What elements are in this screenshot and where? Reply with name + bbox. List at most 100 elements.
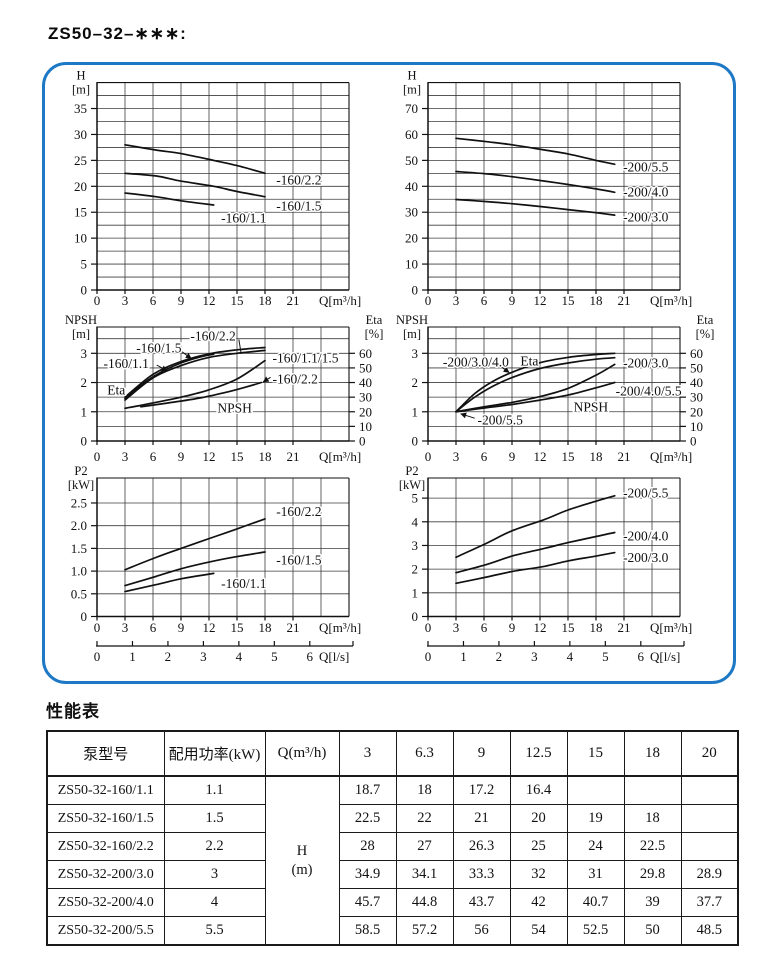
- svg-text:12: 12: [534, 293, 547, 308]
- svg-text:[kW]: [kW]: [399, 478, 425, 492]
- svg-text:2: 2: [496, 649, 503, 664]
- head-value-cell: 37.7: [680, 888, 739, 917]
- svg-text:5: 5: [81, 257, 88, 272]
- svg-text:21: 21: [287, 620, 300, 635]
- svg-text:9: 9: [178, 620, 185, 635]
- svg-text:1: 1: [412, 404, 419, 419]
- performance-table: 泵型号 配用功率(kW) Q(m³/h) 3 6.3 9 12.5 15 18 20 ZS50-32…: [46, 730, 739, 946]
- svg-text:30: 30: [74, 127, 87, 142]
- head-value-cell: 18: [623, 804, 682, 833]
- curve -200/4.0: [455, 170, 616, 194]
- curve -160/2.2: [124, 143, 266, 175]
- svg-text:Eta: Eta: [520, 353, 538, 368]
- curve -160/1.5: [124, 551, 266, 587]
- head-value-cell: 22.5: [338, 804, 397, 833]
- table-header-row: 泵型号 配用功率(kW) Q(m³/h) 3 6.3 9 12.5 15 18 20: [46, 730, 739, 777]
- svg-text:2.0: 2.0: [71, 518, 87, 533]
- svg-text:9: 9: [509, 293, 516, 308]
- head-value-cell: [680, 775, 739, 805]
- curve eta -160/2.2: [124, 349, 266, 401]
- svg-text:-160/1.1/1.5: -160/1.1/1.5: [272, 350, 338, 365]
- svg-text:40: 40: [405, 179, 418, 194]
- head-value-cell: 18.7: [338, 775, 397, 805]
- svg-text:6: 6: [307, 649, 314, 664]
- svg-text:0: 0: [81, 434, 88, 449]
- column-header: 20: [680, 730, 739, 777]
- svg-text:3: 3: [453, 449, 460, 464]
- head-value-cell: [680, 804, 739, 833]
- svg-text:0: 0: [94, 649, 101, 664]
- curves-panel-border: [42, 62, 736, 684]
- svg-text:6: 6: [481, 293, 488, 308]
- svg-text:-160/2.2: -160/2.2: [190, 328, 235, 343]
- head-value-cell: 50: [623, 916, 682, 946]
- svg-text:9: 9: [509, 449, 516, 464]
- svg-text:0: 0: [425, 449, 432, 464]
- svg-text:-200/4.0: -200/4.0: [623, 529, 669, 544]
- svg-text:15: 15: [74, 205, 87, 220]
- svg-text:18: 18: [590, 293, 603, 308]
- svg-text:40: 40: [359, 375, 372, 390]
- head-value-cell: 28: [338, 832, 397, 861]
- svg-text:0: 0: [412, 283, 419, 298]
- svg-text:-200/3.0/4.0: -200/3.0/4.0: [443, 355, 509, 370]
- head-value-cell: 27: [395, 832, 454, 861]
- svg-text:0: 0: [412, 609, 419, 624]
- svg-text:60: 60: [359, 346, 372, 361]
- svg-text:H: H: [407, 69, 416, 83]
- head-value-cell: 43.7: [452, 888, 511, 917]
- svg-text:3: 3: [122, 620, 129, 635]
- svg-text:2: 2: [412, 375, 419, 390]
- column-header: 12.5: [509, 730, 568, 777]
- svg-text:0: 0: [81, 283, 88, 298]
- power-cell: 3: [163, 860, 266, 889]
- pump-model-cell: ZS50-32-160/2.2: [46, 832, 165, 861]
- svg-text:9: 9: [178, 449, 185, 464]
- svg-text:-200/4.0/5.5: -200/4.0/5.5: [616, 384, 682, 399]
- svg-text:60: 60: [405, 127, 418, 142]
- svg-text:5: 5: [271, 649, 278, 664]
- svg-text:12: 12: [534, 449, 547, 464]
- curve npsh -160/1.1/1.5: [124, 359, 266, 410]
- svg-text:3: 3: [412, 538, 419, 553]
- svg-text:NPSH: NPSH: [217, 400, 252, 415]
- table-row: ZS50-32-160/1.1 1.1 H (m) 18.7 18 17.2 16.4: [46, 775, 739, 946]
- head-value-cell: 42: [509, 888, 568, 917]
- svg-text:0: 0: [425, 649, 432, 664]
- pump-model-cell: ZS50-32-200/3.0: [46, 860, 165, 889]
- svg-text:Q[l/s]: Q[l/s]: [319, 649, 349, 664]
- curve -160/2.2: [124, 518, 266, 571]
- table-row: ZS50-32-200/5.5 5.5 58.5 57.2 56 54 52.5 50 48.5: [46, 916, 739, 946]
- svg-text:3: 3: [81, 346, 88, 361]
- svg-text:Q[m³/h]: Q[m³/h]: [319, 293, 361, 308]
- svg-text:9: 9: [178, 293, 185, 308]
- head-value-cell: 21: [452, 804, 511, 833]
- svg-text:5: 5: [412, 491, 419, 506]
- svg-text:70: 70: [405, 101, 418, 116]
- svg-text:1: 1: [129, 649, 136, 664]
- curve npsh -160/2.2: [140, 381, 263, 408]
- svg-text:-200/3.0: -200/3.0: [623, 550, 669, 565]
- svg-text:18: 18: [259, 293, 272, 308]
- svg-text:20: 20: [405, 231, 418, 246]
- svg-text:0: 0: [425, 620, 432, 635]
- svg-text:-160/2.2: -160/2.2: [276, 173, 321, 188]
- svg-text:0: 0: [690, 434, 697, 449]
- svg-text:[m]: [m]: [72, 327, 90, 341]
- svg-text:-160/1.5: -160/1.5: [276, 199, 322, 214]
- svg-text:15: 15: [562, 620, 575, 635]
- curve -200/3.0: [455, 551, 616, 585]
- svg-text:[%]: [%]: [365, 327, 384, 341]
- head-value-cell: 25: [509, 832, 568, 861]
- svg-text:-160/1.5: -160/1.5: [136, 341, 182, 356]
- page-title: ZS50–32–∗∗∗:: [48, 24, 187, 43]
- svg-text:15: 15: [231, 449, 244, 464]
- svg-text:2: 2: [165, 649, 172, 664]
- svg-text:30: 30: [405, 205, 418, 220]
- curve eta -160/1.1: [124, 353, 215, 400]
- svg-text:-200/5.5: -200/5.5: [477, 412, 523, 427]
- head-unit-line: H: [296, 843, 308, 860]
- svg-text:Q[m³/h]: Q[m³/h]: [650, 620, 692, 635]
- column-header: 泵型号: [46, 730, 165, 777]
- svg-text:6: 6: [150, 449, 157, 464]
